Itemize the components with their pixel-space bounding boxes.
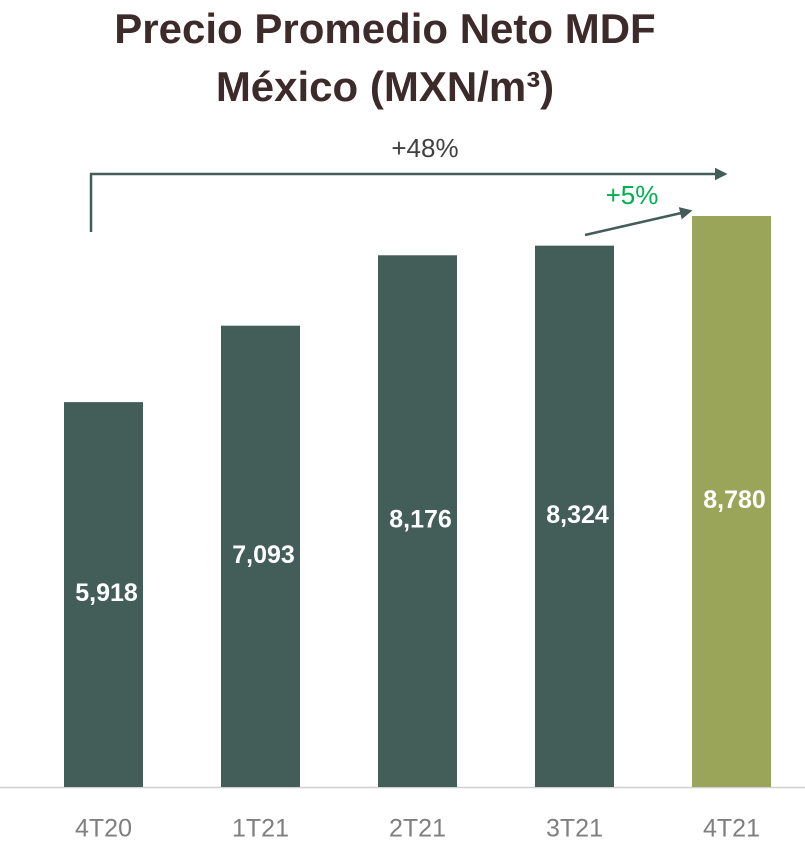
- annotation: +48%: [391, 133, 458, 163]
- bar: [535, 245, 614, 787]
- bar: [378, 255, 457, 787]
- value-label: 8,176: [389, 506, 452, 534]
- value-label: 5,918: [75, 579, 138, 607]
- growth-arrow: [584, 207, 693, 237]
- x-tick-label: 1T21: [232, 815, 289, 843]
- bar: [64, 402, 143, 787]
- x-tick-label: 3T21: [546, 815, 603, 843]
- value-label: 7,093: [232, 541, 295, 569]
- x-tick-label: 4T21: [703, 815, 760, 843]
- value-label: 8,324: [546, 501, 609, 529]
- annotation: +5%: [606, 180, 659, 210]
- chart-title: Precio Promedio Neto MDF: [114, 5, 655, 52]
- x-tick-label: 4T20: [75, 815, 132, 843]
- value-label: 8,780: [703, 486, 766, 514]
- bar: [692, 216, 771, 787]
- x-tick-label: 2T21: [389, 815, 446, 843]
- bar: [221, 325, 300, 787]
- growth-arrow: [89, 167, 728, 232]
- chart-title: México (MXN/m³): [216, 63, 554, 110]
